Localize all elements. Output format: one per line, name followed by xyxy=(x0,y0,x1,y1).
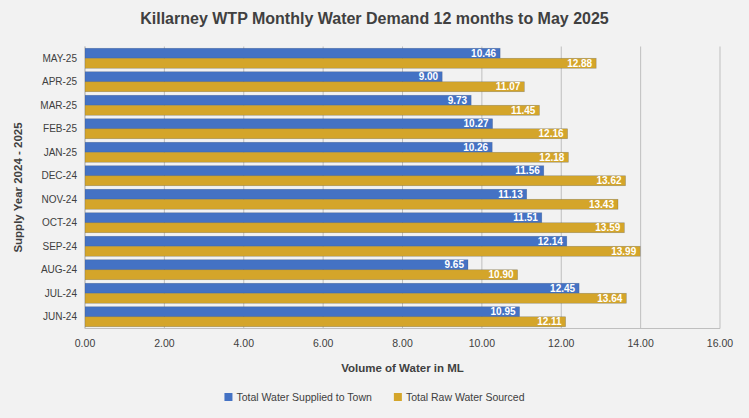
grid-line xyxy=(720,47,721,329)
data-label: 11.13 xyxy=(498,189,523,200)
data-label: 9.73 xyxy=(448,95,468,106)
bar xyxy=(85,189,527,199)
bar xyxy=(85,119,493,129)
category-label: JAN-25 xyxy=(44,147,78,158)
data-label: 10.27 xyxy=(464,118,489,129)
bar xyxy=(85,293,626,303)
data-label: 9.00 xyxy=(419,71,439,82)
data-label: 12.45 xyxy=(550,283,575,294)
bar xyxy=(85,142,492,152)
bar xyxy=(85,58,596,68)
data-label: 11.45 xyxy=(511,105,536,116)
bar xyxy=(85,236,567,246)
data-label: 12.14 xyxy=(538,236,563,247)
data-label: 11.51 xyxy=(513,212,538,223)
tick-label: 6.00 xyxy=(313,337,334,349)
chart: Killarney WTP Monthly Water Demand 12 mo… xyxy=(0,0,749,418)
bars xyxy=(85,48,640,327)
tick-label: 2.00 xyxy=(154,337,175,349)
category-label: FEB-25 xyxy=(43,123,77,134)
tick-label: 16.00 xyxy=(707,337,733,349)
bar xyxy=(85,105,539,115)
tick-label: 8.00 xyxy=(392,337,413,349)
tick-label: 14.00 xyxy=(627,337,653,349)
category-label: AUG-24 xyxy=(41,264,78,275)
data-labels: 10.95 12.11 12.45 13.64 9.65 10.90 12.14 13.99 1… xyxy=(419,48,637,328)
data-label: 9.65 xyxy=(445,259,465,270)
tick-label: 4.00 xyxy=(234,337,255,349)
data-label: 13.64 xyxy=(597,293,622,304)
bar xyxy=(85,213,542,223)
data-label: 10.26 xyxy=(463,142,488,153)
legend: Total Water Supplied to Town Total Raw Wa… xyxy=(224,391,524,403)
data-label: 13.59 xyxy=(595,222,620,233)
bar xyxy=(85,317,566,327)
bar xyxy=(85,246,640,256)
category-label: JUN-24 xyxy=(43,311,77,322)
data-label: 13.43 xyxy=(589,199,614,210)
data-label: 11.56 xyxy=(515,165,540,176)
data-label: 13.99 xyxy=(611,246,636,257)
data-label: 10.90 xyxy=(489,269,514,280)
x-axis-line xyxy=(85,328,720,329)
bar xyxy=(85,283,579,293)
bar xyxy=(85,307,520,317)
legend-label: Total Raw Water Sourced xyxy=(406,391,525,403)
category-label: MAR-25 xyxy=(40,100,77,111)
bar xyxy=(85,129,568,139)
data-label: 11.07 xyxy=(496,81,521,92)
tick-label: 10.00 xyxy=(469,337,495,349)
bar xyxy=(85,48,500,58)
data-label: 13.62 xyxy=(597,175,622,186)
bar xyxy=(85,72,442,82)
data-label: 12.11 xyxy=(537,316,562,327)
x-axis-title: Volume of Water in ML xyxy=(341,362,464,374)
grid-line xyxy=(640,47,641,329)
bar xyxy=(85,152,568,162)
tick-label: 12.00 xyxy=(548,337,574,349)
background xyxy=(0,0,749,418)
y-axis-title: Supply Year 2024 - 2025 xyxy=(12,122,24,253)
category-label: OCT-24 xyxy=(42,217,77,228)
category-label: JUL-24 xyxy=(45,288,78,299)
data-label: 12.16 xyxy=(539,128,564,139)
data-label: 10.95 xyxy=(491,306,516,317)
bar xyxy=(85,82,524,92)
title: Killarney WTP Monthly Water Demand 12 mo… xyxy=(140,10,609,27)
category-label: DEC-24 xyxy=(41,170,77,181)
bar xyxy=(85,270,518,280)
data-label: 12.88 xyxy=(567,58,592,69)
category-label: NOV-24 xyxy=(41,194,77,205)
bar xyxy=(85,166,544,176)
bar xyxy=(85,260,468,270)
data-label: 10.46 xyxy=(471,48,496,59)
bar xyxy=(85,95,471,105)
data-label: 12.18 xyxy=(539,152,564,163)
bar xyxy=(85,176,626,186)
legend-swatch xyxy=(224,393,232,401)
legend-label: Total Water Supplied to Town xyxy=(236,391,372,403)
tick-label: 0.00 xyxy=(75,337,96,349)
category-label: MAY-25 xyxy=(43,53,78,64)
bar xyxy=(85,223,624,233)
legend-swatch xyxy=(394,393,402,401)
bar xyxy=(85,199,618,209)
category-label: SEP-24 xyxy=(43,241,78,252)
category-label: APR-25 xyxy=(42,76,77,87)
